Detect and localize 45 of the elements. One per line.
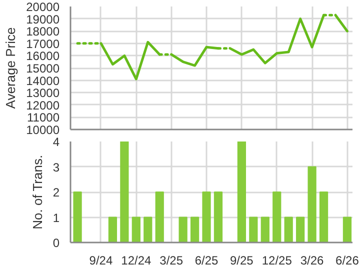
x-tick-label: 3/26 — [300, 254, 324, 268]
bar — [308, 166, 316, 242]
y-tick-label: 0 — [52, 236, 60, 250]
y-tick-label: 1 — [52, 210, 60, 225]
y-tick-label: 11000 — [27, 110, 60, 125]
y-axis-title: Average Price — [3, 27, 18, 109]
bar — [132, 216, 140, 242]
bar — [155, 192, 164, 242]
bar — [202, 192, 211, 242]
x-tick-label: 6/25 — [194, 254, 219, 268]
bar — [190, 216, 200, 242]
bar — [144, 216, 152, 242]
bar — [178, 216, 188, 242]
x-tick-label: 12/24 — [121, 254, 152, 268]
x-tick-label: 9/24 — [89, 254, 113, 268]
bar — [73, 192, 82, 242]
y-tick-label: 3 — [52, 160, 60, 174]
x-tick-label: 3/25 — [160, 254, 184, 268]
x-tick-label: 9/25 — [230, 254, 254, 268]
y-tick-label: 18000 — [26, 24, 60, 39]
y-tick-label: 17000 — [26, 36, 60, 51]
y-tick-label: 2 — [52, 186, 60, 200]
bar — [284, 216, 293, 242]
bar — [272, 192, 282, 242]
y-tick-label: 15000 — [26, 62, 60, 76]
bar — [319, 192, 328, 242]
bar — [342, 216, 352, 242]
bar — [214, 192, 223, 242]
y-axis-title: No. of Trans. — [30, 154, 45, 230]
bar — [296, 216, 305, 242]
bar — [249, 216, 258, 242]
bar — [237, 142, 246, 242]
x-tick-label: 6/26 — [336, 254, 360, 268]
y-tick-label: 10000 — [26, 123, 60, 137]
bar — [108, 216, 118, 242]
y-tick-label: 19000 — [26, 12, 60, 26]
y-tick-label: 14000 — [26, 74, 60, 88]
y-tick-label: 16000 — [26, 49, 60, 64]
y-tick-label: 20000 — [26, 0, 60, 14]
bar — [260, 216, 270, 242]
y-tick-label: 13000 — [26, 86, 60, 100]
y-tick-label: 12000 — [26, 98, 60, 112]
y-tick-label: 4 — [52, 135, 60, 149]
bar — [120, 142, 129, 242]
x-tick-label: 12/25 — [262, 254, 292, 268]
